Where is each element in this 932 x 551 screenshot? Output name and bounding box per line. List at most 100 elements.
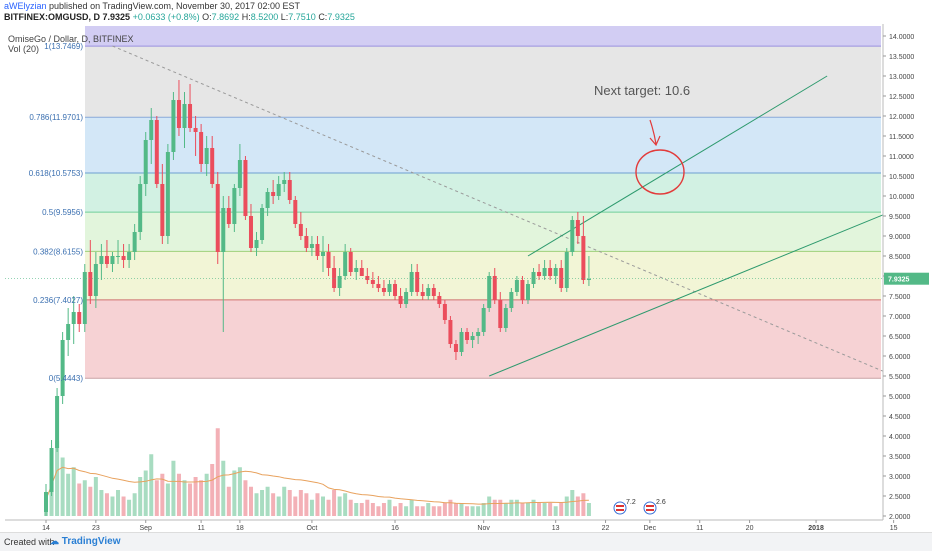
volume-bar [199, 480, 204, 516]
author-link[interactable]: aWElyzian [4, 1, 47, 11]
candle-body [321, 252, 325, 256]
volume-bar [265, 486, 270, 516]
candle-body [282, 180, 287, 184]
candle-body [564, 252, 569, 288]
fib-level-label: 0.618(10.5753) [29, 169, 84, 178]
candle-body [226, 208, 231, 224]
volume-bar [71, 467, 76, 516]
candle-body [525, 284, 530, 300]
price-tick-label: 3.0000 [889, 474, 911, 481]
volume-bar [210, 464, 215, 516]
candle-body [415, 272, 420, 292]
volume-bar [370, 503, 375, 516]
volume-bar [420, 506, 425, 516]
candle-body [509, 292, 514, 308]
price-tick-label: 3.5000 [889, 454, 911, 461]
volume-bar [160, 473, 165, 516]
candle-body [370, 280, 375, 284]
volume-bar [481, 503, 486, 516]
us-flag-icon[interactable] [613, 501, 627, 515]
candle-body [116, 256, 121, 257]
volume-bar [304, 493, 309, 516]
candle-body [121, 256, 126, 260]
candle-body [548, 268, 553, 276]
volume-bar [514, 499, 519, 516]
volume-bar [232, 470, 237, 516]
volume-bar [271, 493, 276, 516]
footer-bar: Created with ☁ TradingView [0, 532, 932, 551]
volume-bar [143, 470, 148, 516]
price-chart[interactable]: 1(13.7469) 0.786(11.9701) 0.618(10.5753) 0.… [0, 24, 932, 532]
candle-body [348, 252, 353, 272]
volume-bar [487, 496, 492, 516]
candle-body [514, 280, 519, 292]
candle-body [93, 264, 98, 296]
volume-bar [287, 490, 292, 516]
volume-bar [348, 499, 353, 516]
fib-band-top [85, 26, 881, 47]
candle-body [149, 120, 154, 140]
volume-bar [398, 503, 403, 516]
candle-body [442, 304, 447, 320]
candle-body [271, 192, 276, 196]
volume-bar [326, 499, 331, 516]
us-flag-stripe [616, 505, 624, 507]
volume-bar [531, 499, 536, 516]
candle-body [387, 284, 392, 292]
symbol-label[interactable]: BITFINEX:OMGUSD, D [4, 12, 100, 22]
candle-body [354, 268, 359, 272]
volume-bar [99, 490, 104, 516]
candle-body [404, 292, 409, 304]
close-label: C: [318, 12, 328, 22]
candle-body [132, 232, 137, 252]
volume-bar [60, 457, 65, 516]
volume-bar [553, 506, 558, 516]
volume-bar [321, 496, 325, 516]
brand-name: TradingView [61, 536, 121, 547]
volume-bar [354, 503, 359, 516]
trendline-dashed-resistance[interactable] [112, 45, 900, 379]
event-label: 7.2 [626, 499, 636, 506]
fib-band [85, 46, 881, 118]
price-axis[interactable]: 2.0000 2.5000 3.0000 3.5000 4.0000 4.5000 5.00… [5, 24, 932, 532]
event-label: 2.6 [656, 499, 666, 506]
volume-bar [243, 480, 248, 516]
publish-info: published on TradingView.com, November 3… [49, 1, 301, 11]
chart-header: aWElyzian published on TradingView.com, … [0, 0, 932, 24]
last-price-marker [884, 272, 929, 285]
high-label: H: [241, 12, 251, 22]
candle-body [55, 396, 60, 448]
volume-bar [409, 499, 414, 516]
trendline-channel-lower[interactable] [489, 205, 905, 377]
time-tick-label: 14 [42, 525, 50, 532]
price-tick-label: 12.5000 [889, 94, 914, 101]
time-tick-label: 16 [391, 525, 399, 532]
fib-level-label: 0.236(7.4027) [33, 296, 83, 305]
price-change: +0.0633 (+0.8%) [132, 12, 200, 22]
candle-body [110, 256, 115, 264]
volume-bar [387, 499, 392, 516]
candle-body [138, 184, 143, 232]
candle-body [365, 276, 370, 280]
price-tick-label: 14.0000 [889, 34, 914, 41]
volume-bar [448, 499, 453, 516]
volume-bar [492, 499, 497, 516]
candle-body [309, 244, 314, 248]
publish-line: aWElyzian published on TradingView.com, … [4, 1, 300, 12]
us-flag-icon[interactable] [643, 501, 657, 515]
candle-body [49, 448, 54, 492]
candle-body [254, 240, 259, 248]
candle-body [232, 188, 237, 224]
candle-body [204, 148, 209, 164]
candle-body [104, 256, 109, 264]
time-tick-label: 20 [746, 525, 754, 532]
candle-body [409, 272, 414, 292]
price-tick-label: 8.5000 [889, 254, 911, 261]
candle-body [165, 152, 170, 236]
time-axis[interactable]: 14 23 Sep 11 18 Oct 16 Nov 13 22 Dec 11 20 2018 15 [5, 519, 898, 532]
price-tick-label: 5.0000 [889, 394, 911, 401]
tradingview-logo[interactable]: ☁ TradingView [50, 536, 121, 547]
price-tick-label: 11.5000 [889, 134, 914, 141]
time-tick-label: Dec [644, 525, 657, 532]
fib-band [85, 212, 881, 252]
